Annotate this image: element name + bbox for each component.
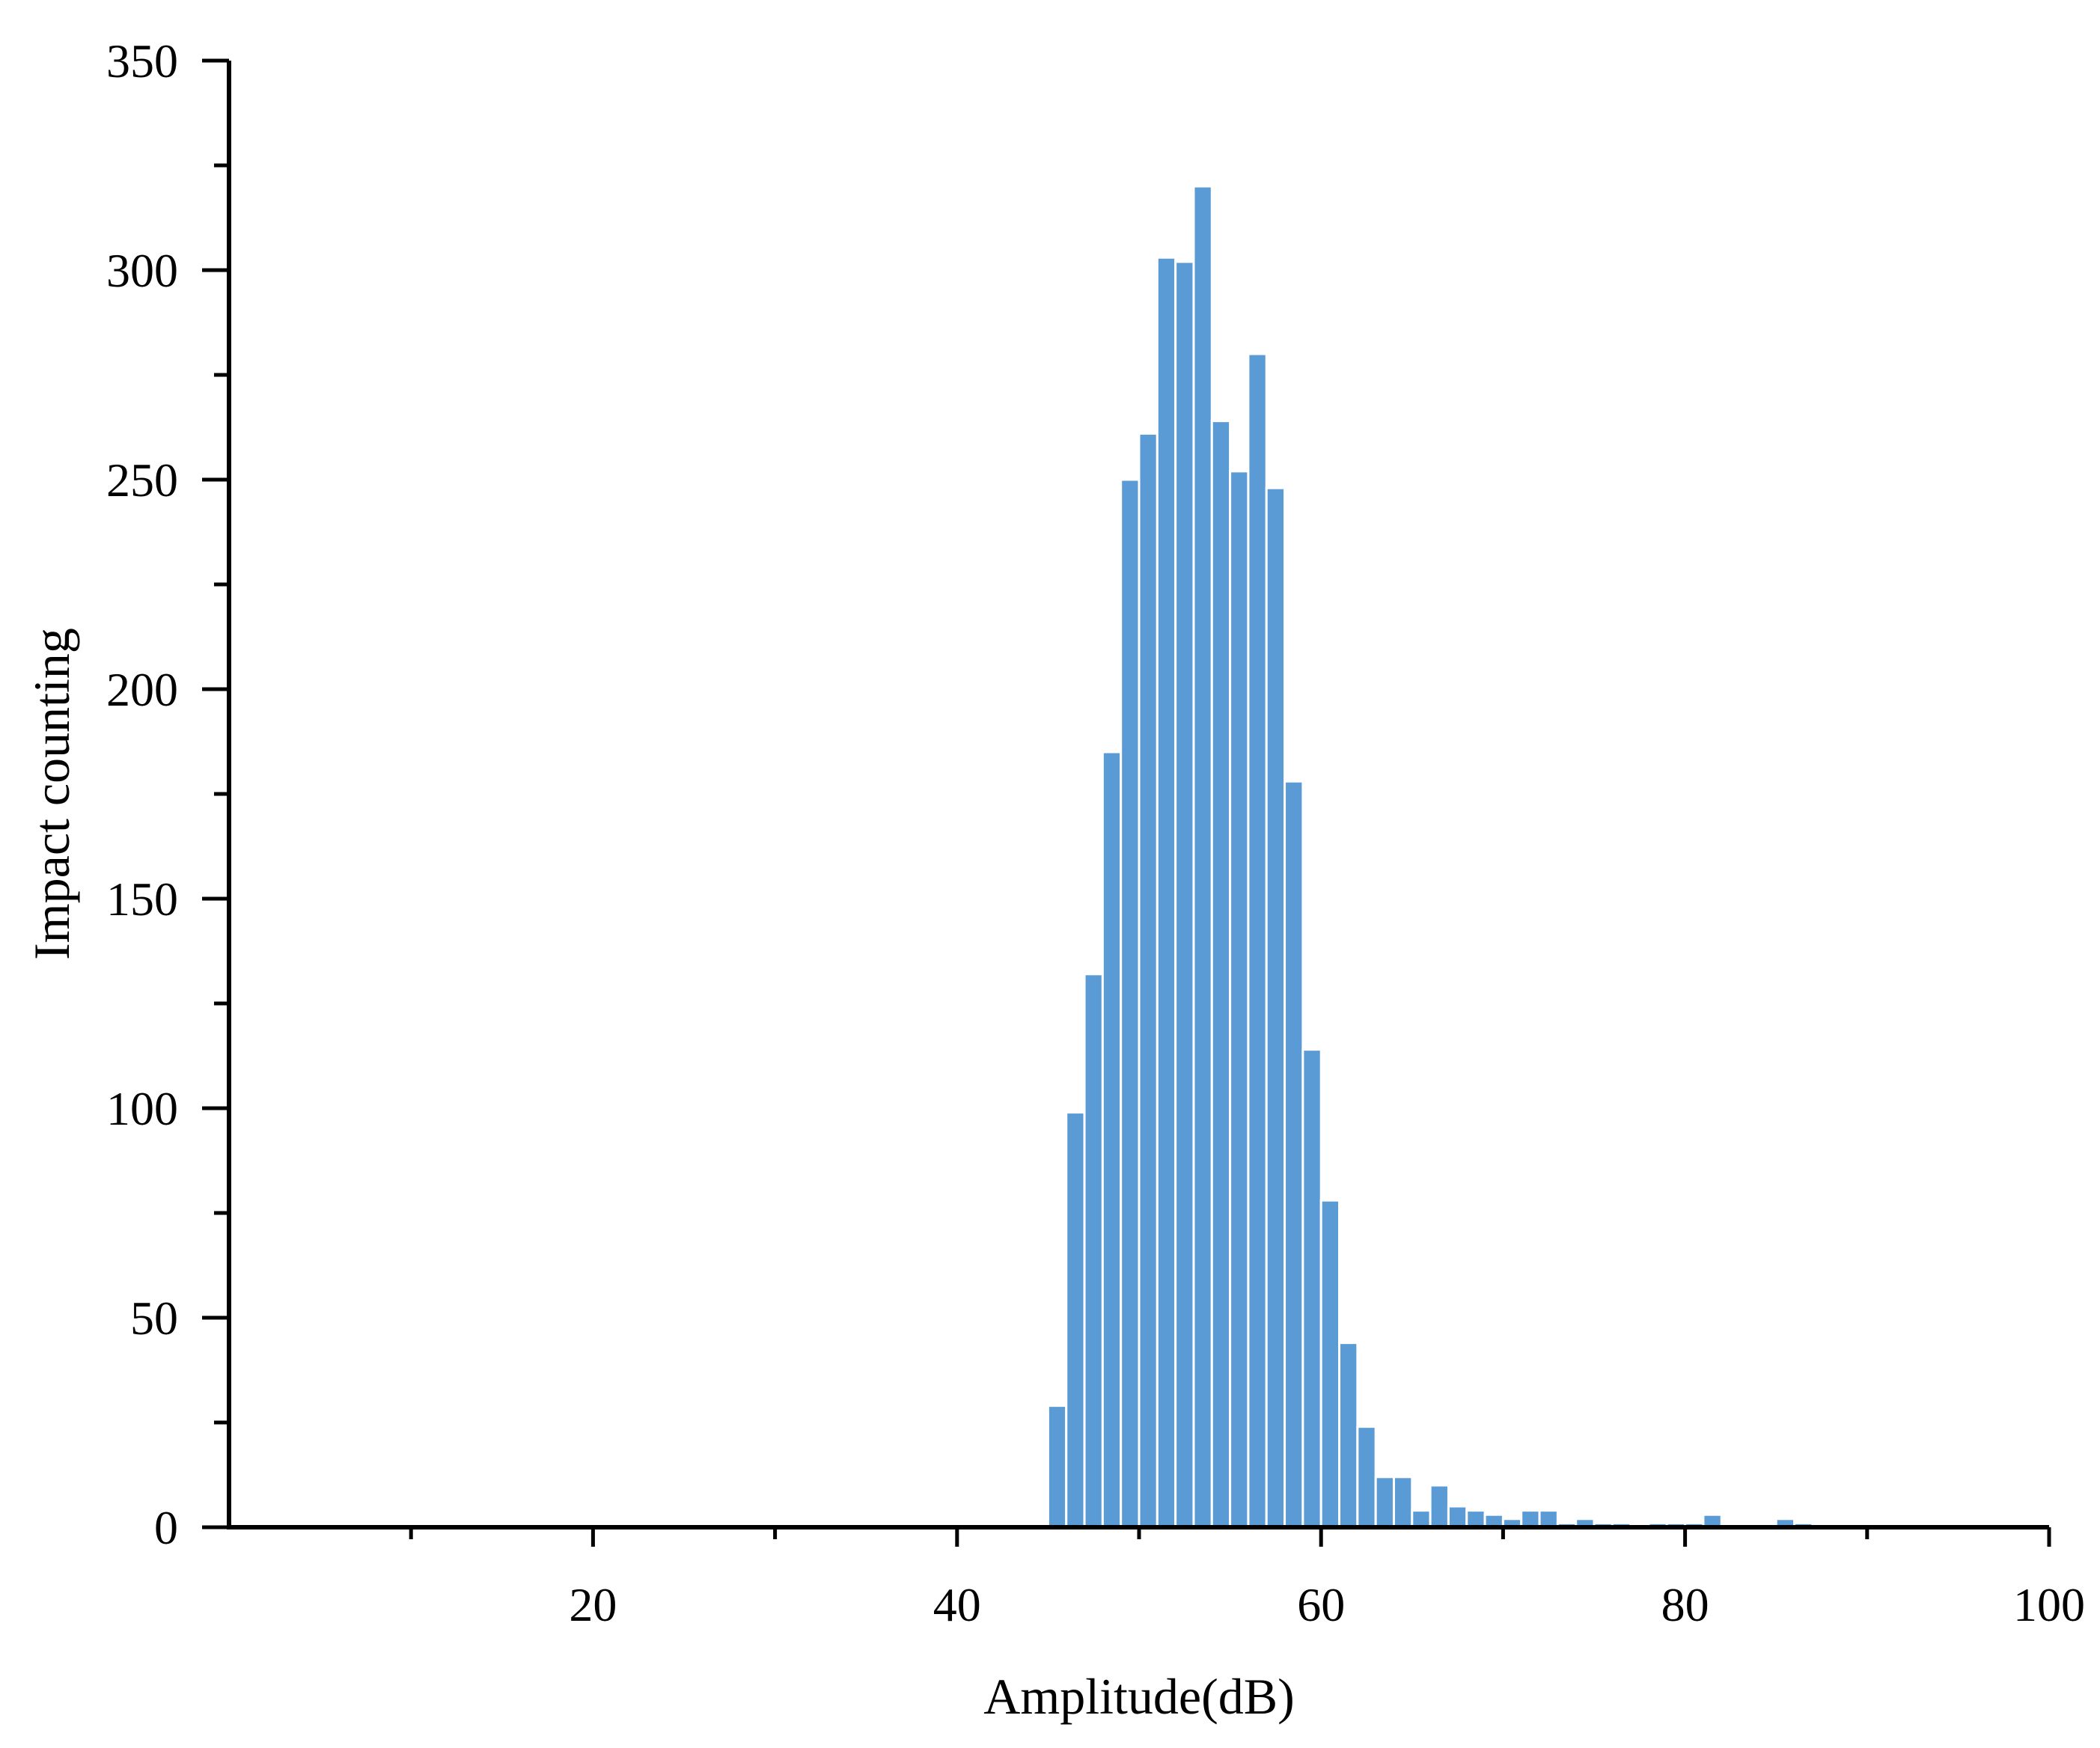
histogram-bar bbox=[1138, 432, 1159, 1529]
histogram-bar bbox=[1120, 478, 1141, 1529]
y-tick-label: 150 bbox=[106, 873, 178, 926]
histogram-bar bbox=[1065, 1111, 1086, 1529]
y-axis-label: Impact counting bbox=[23, 628, 80, 960]
histogram-bar bbox=[1319, 1199, 1341, 1529]
histogram-bar bbox=[1520, 1509, 1541, 1529]
histogram-bar bbox=[1356, 1425, 1377, 1529]
histogram-bar bbox=[1465, 1509, 1486, 1529]
x-axis-label: Amplitude(dB) bbox=[983, 1668, 1295, 1725]
x-tick-label: 100 bbox=[2013, 1578, 2085, 1631]
bars-layer bbox=[1046, 185, 1814, 1529]
y-tick-label: 200 bbox=[106, 663, 178, 716]
histogram-bar bbox=[1265, 486, 1286, 1529]
histogram-bar bbox=[1538, 1509, 1559, 1529]
histogram-bar bbox=[1338, 1342, 1359, 1529]
x-tick-label: 20 bbox=[569, 1578, 617, 1631]
histogram-bar bbox=[1083, 973, 1104, 1529]
y-tick-label: 50 bbox=[130, 1292, 178, 1345]
histogram-bar bbox=[1174, 260, 1195, 1529]
y-tick-label: 0 bbox=[154, 1501, 178, 1554]
y-tick-label: 100 bbox=[106, 1082, 178, 1135]
histogram-bar bbox=[1411, 1509, 1432, 1529]
y-tick-label: 250 bbox=[106, 453, 178, 507]
y-tick-label: 300 bbox=[106, 244, 178, 297]
histogram-bar bbox=[1101, 751, 1123, 1529]
histogram-bar bbox=[1210, 420, 1232, 1529]
histogram-bar bbox=[1374, 1476, 1395, 1529]
histogram-bar bbox=[1046, 1405, 1068, 1529]
histogram-bar bbox=[1156, 256, 1177, 1529]
histogram-bar bbox=[1247, 352, 1268, 1529]
y-tick-label: 350 bbox=[106, 34, 178, 88]
x-tick-label: 60 bbox=[1297, 1578, 1345, 1631]
x-tick-label: 80 bbox=[1661, 1578, 1709, 1631]
histogram-bar bbox=[1283, 780, 1304, 1529]
axes-layer: 0 50 100 150 200 250 300 350 20 40 60 80 100 bbox=[106, 34, 2085, 1631]
histogram-bar bbox=[1429, 1484, 1450, 1529]
histogram-bar bbox=[1229, 470, 1250, 1529]
histogram-bar bbox=[1392, 1476, 1414, 1529]
x-tick-label: 40 bbox=[933, 1578, 981, 1631]
histogram-bar bbox=[1192, 185, 1213, 1529]
histogram-bar bbox=[1447, 1505, 1468, 1529]
histogram-bar bbox=[1301, 1048, 1322, 1529]
